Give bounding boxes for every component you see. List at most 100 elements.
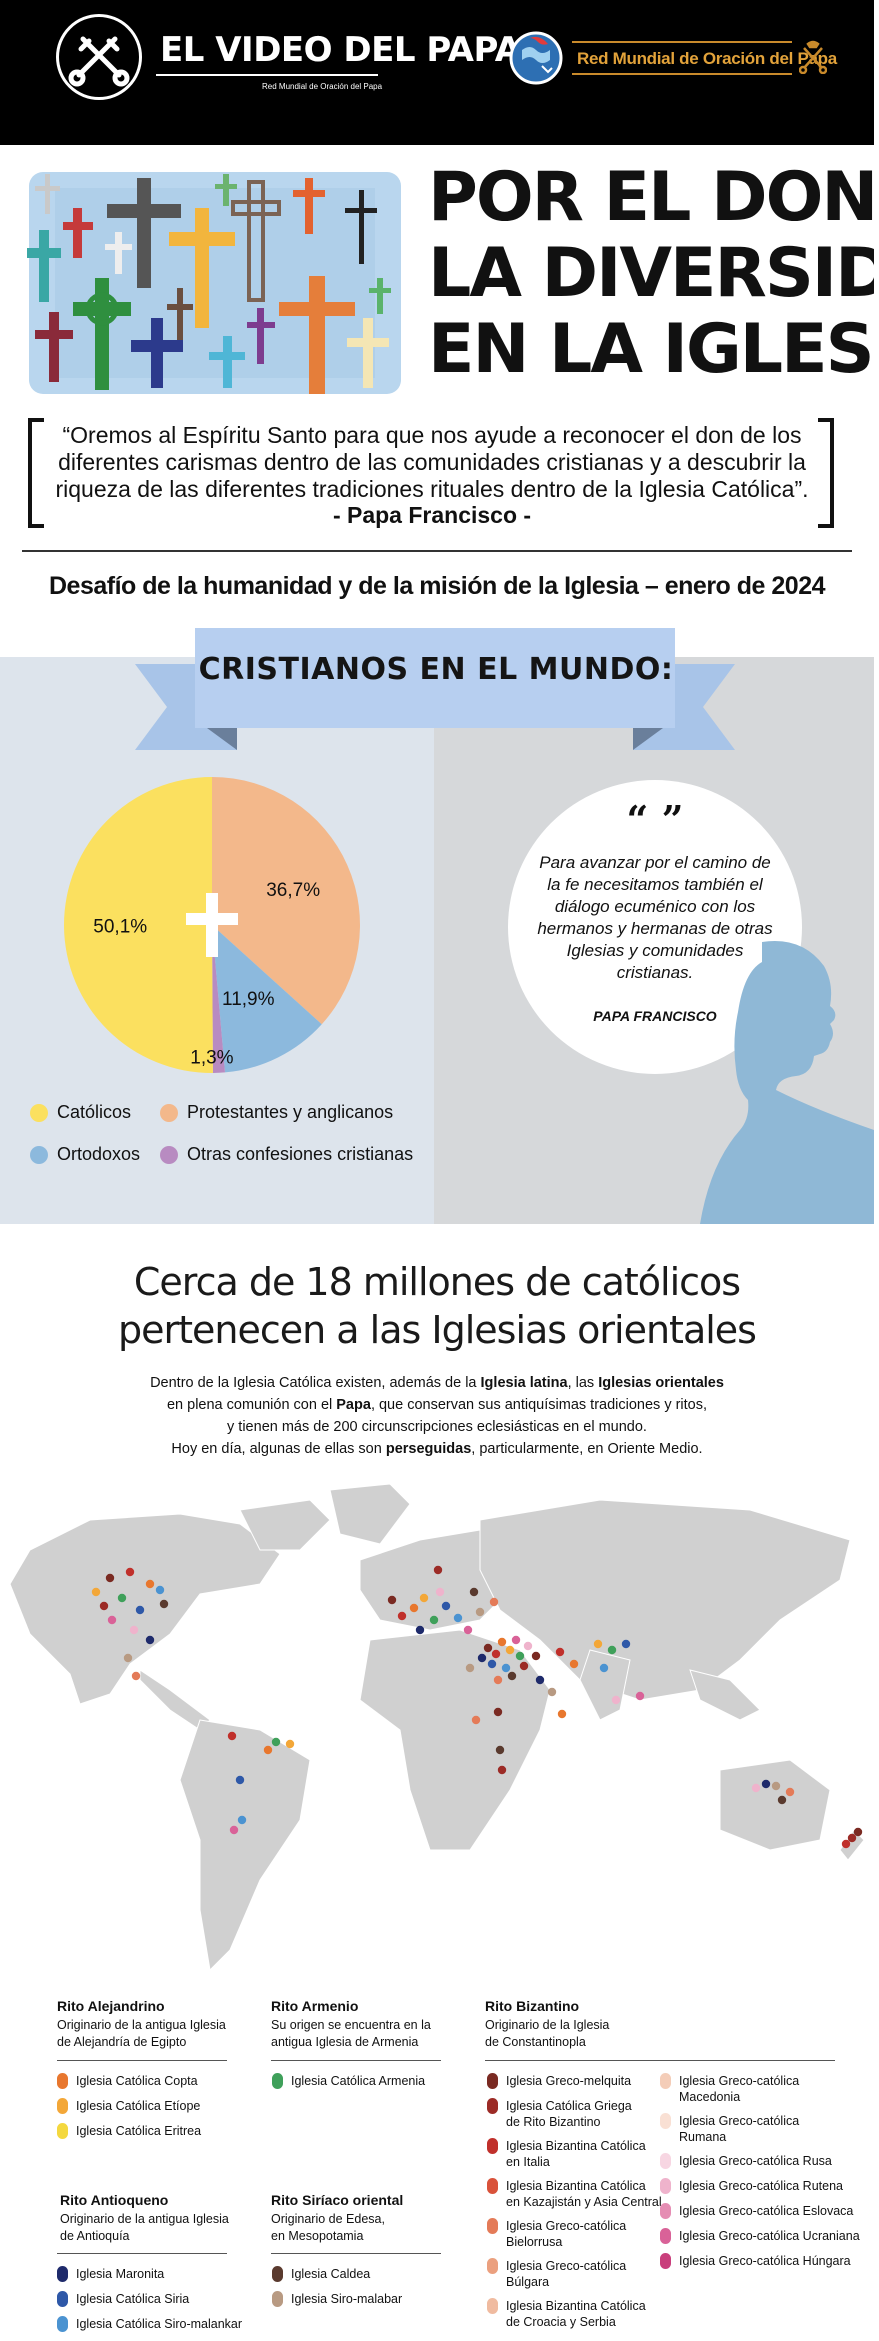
heading-line: pertenecen a las Iglesias orientales — [118, 1308, 757, 1352]
church-color-marker — [660, 2253, 671, 2269]
paragraph-line: en plena comunión con el Papa, que conse… — [120, 1394, 754, 1416]
church-name: Iglesia Caldea — [291, 2266, 370, 2282]
map-location-dot — [607, 1645, 617, 1655]
church-name-line: Iglesia Greco-católica — [506, 2219, 627, 2233]
church-name-line: Iglesia Siro-malabar — [291, 2292, 403, 2306]
church-color-marker — [487, 2098, 498, 2114]
pie-data-label: 50,1% — [93, 916, 147, 937]
eastern-heading: Cerca de 18 millones de católicos perten… — [0, 1258, 874, 1354]
map-location-dot — [611, 1695, 621, 1705]
church-item: Iglesia Bizantina Católica en Kazajistán … — [487, 2178, 662, 2210]
map-location-dot — [853, 1827, 863, 1837]
map-location-dot — [493, 1675, 503, 1685]
church-name-line: de Croacia y Serbia — [506, 2315, 616, 2329]
map-location-dot — [117, 1593, 127, 1603]
map-location-dot — [547, 1687, 557, 1697]
origin-line: en Mesopotamia — [271, 2229, 364, 2243]
main-title: POR EL DON DE LA DIVERSIDAD EN LA IGLESI… — [428, 160, 879, 388]
crosses-illustration — [27, 172, 401, 394]
church-name-line: de Rito Bizantino — [506, 2115, 601, 2129]
network-name: Red Mundial de Oración del Papa — [577, 49, 837, 68]
text-run: y tienen más de 200 circunscripciones ec… — [227, 1419, 647, 1435]
church-item: Iglesia Católica Griega de Rito Bizantino — [487, 2098, 632, 2130]
text-run: en plena comunión con el — [166, 1397, 337, 1413]
church-name: Iglesia Católica Siria — [76, 2291, 189, 2307]
pie-data-label: 36,7% — [266, 880, 320, 901]
pie-data-label: 11,9% — [222, 989, 275, 1010]
legend-label: Otras confesiones cristianas — [187, 1144, 414, 1164]
legend-swatch — [30, 1145, 48, 1164]
heading-line: Cerca de 18 millones de católicos — [133, 1260, 741, 1304]
pie-slice — [212, 925, 226, 1073]
map-location-dot — [487, 1659, 497, 1669]
church-name: Iglesia Bizantina Católica en Italia — [506, 2138, 646, 2170]
church-color-marker — [57, 2266, 68, 2282]
map-location-dot — [489, 1597, 499, 1607]
church-name-line: Iglesia Bizantina Católica — [506, 2299, 646, 2313]
map-location-dot — [751, 1783, 761, 1793]
text-run: , particularmente, en Oriente Medio. — [471, 1441, 703, 1457]
church-name-line: Iglesia Greco-católica Rusa — [679, 2154, 832, 2168]
logo-divider — [156, 74, 378, 76]
rite-origin: Su origen se encuentra en la antigua Igl… — [271, 2017, 451, 2051]
map-location-dot — [263, 1745, 273, 1755]
church-item: Iglesia Greco-católica Húngara — [660, 2253, 851, 2269]
map-location-dot — [847, 1833, 857, 1843]
map-location-dot — [465, 1663, 475, 1673]
church-item: Iglesia Maronita — [57, 2266, 164, 2282]
rite-alejandrino: Rito Alejandrino Originario de la antigu… — [57, 1998, 237, 2051]
challenge-heading: Desafío de la humanidad y de la misión d… — [48, 572, 826, 600]
church-color-marker — [660, 2178, 671, 2194]
church-item: Iglesia Católica Siria — [57, 2291, 189, 2307]
church-item: Iglesia Greco-católica Macedonia — [660, 2073, 799, 2105]
pie-slice — [212, 777, 360, 1025]
origin-line: Originario de la Iglesia — [485, 2018, 610, 2032]
church-name: Iglesia Greco-católica Bielorrusa — [506, 2218, 626, 2250]
map-location-dot — [285, 1739, 295, 1749]
header-bar: EL VIDEO DEL PAPA Red Mundial de Oración… — [0, 0, 874, 145]
right-bracket — [818, 418, 834, 528]
map-location-dot — [491, 1649, 501, 1659]
map-location-dot — [519, 1661, 529, 1671]
map-location-dot — [555, 1647, 565, 1657]
church-color-marker — [660, 2153, 671, 2169]
church-name-line: Iglesia Greco-católica Ucraniana — [679, 2229, 860, 2243]
text-run: Hoy en día, algunas de ellas son — [171, 1441, 386, 1457]
church-color-marker — [660, 2203, 671, 2219]
map-location-dot — [777, 1795, 787, 1805]
origin-line: antigua Iglesia de Armenia — [271, 2035, 419, 2049]
church-item: Iglesia Greco-católica Búlgara — [487, 2258, 626, 2290]
church-color-marker — [487, 2218, 498, 2234]
pie-slice — [63, 777, 213, 1073]
map-location-dot — [523, 1641, 533, 1651]
church-name: Iglesia Greco-católica Rusa — [679, 2153, 832, 2169]
rite-title: Rito Armenio — [271, 1998, 359, 2014]
rite-title: Rito Siríaco oriental — [271, 2192, 404, 2208]
pie-chart: 50,1% 36,7% 11,9% 1,3% — [63, 777, 360, 1073]
map-location-dot — [435, 1587, 445, 1597]
map-location-dot — [145, 1635, 155, 1645]
map-location-dot — [497, 1765, 507, 1775]
legend-item: Católicos — [30, 1102, 131, 1123]
church-name: Iglesia Bizantina Católica en Kazajistán … — [506, 2178, 662, 2210]
church-color-marker — [57, 2098, 68, 2114]
church-name-line: Iglesia Católica Siria — [76, 2292, 190, 2306]
origin-line: Su origen se encuentra en la — [271, 2018, 431, 2032]
church-name-line: Iglesia Maronita — [76, 2267, 165, 2281]
church-item: Iglesia Greco-católica Rutena — [660, 2178, 843, 2194]
papal-keys-icon — [799, 40, 827, 74]
rite-title: Rito Antioqueno — [60, 2192, 169, 2208]
map-location-dot — [131, 1671, 141, 1681]
paragraph-line: y tienen más de 200 circunscripciones ec… — [120, 1416, 754, 1438]
church-item: Iglesia Católica Armenia — [272, 2073, 425, 2089]
origin-line: Originario de la antigua Iglesia — [57, 2018, 226, 2032]
pope-quote: Para avanzar por el camino de la fe nece… — [537, 853, 773, 982]
map-location-dot — [123, 1653, 133, 1663]
church-name: Iglesia Greco-católica Húngara — [679, 2253, 851, 2269]
text-run: , que conservan sus antiquísimas tradici… — [370, 1397, 708, 1413]
rite-origin: Originario de la Iglesia de Constantinop… — [485, 2017, 825, 2051]
church-color-marker — [57, 2291, 68, 2307]
pie-slice — [212, 925, 322, 1073]
church-item: Iglesia Siro-malabar — [272, 2291, 402, 2307]
